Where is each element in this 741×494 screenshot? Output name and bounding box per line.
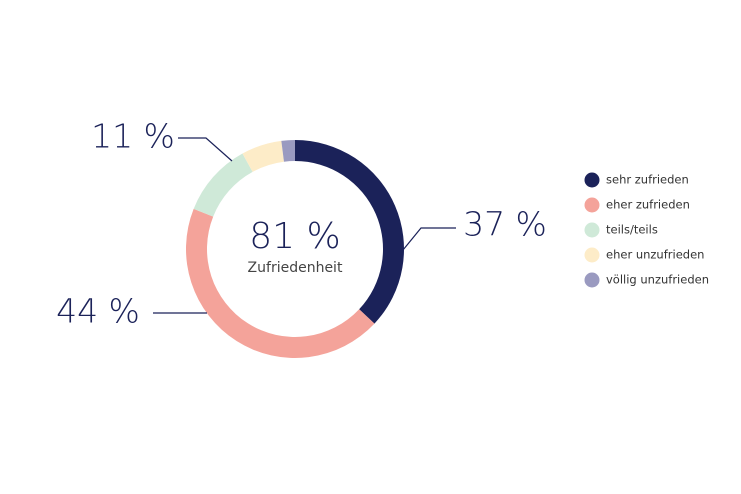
donut-segment	[281, 140, 295, 162]
data-label: 37 %	[463, 205, 547, 244]
leader-line	[178, 137, 233, 162]
donut-segment	[295, 140, 404, 324]
legend-label: eher zufrieden	[606, 198, 690, 212]
legend-swatch	[584, 172, 600, 188]
legend-swatch	[584, 197, 600, 213]
leader-line	[402, 227, 456, 251]
donut-segment	[242, 140, 284, 172]
center-caption: Zufriedenheit	[248, 260, 343, 276]
data-label: 11 %	[91, 117, 175, 156]
center-value: 81 %	[249, 216, 340, 257]
legend-label: völlig unzufrieden	[606, 273, 709, 287]
donut-segment	[193, 153, 253, 217]
data-label: 44 %	[56, 292, 140, 331]
legend-swatch	[584, 222, 600, 238]
legend-label: eher unzufrieden	[606, 248, 704, 262]
donut-segment	[186, 208, 375, 358]
legend-swatch	[584, 247, 600, 263]
legend-swatch	[584, 272, 600, 288]
legend-label: teils/teils	[606, 223, 658, 237]
legend-label: sehr zufrieden	[606, 173, 689, 187]
